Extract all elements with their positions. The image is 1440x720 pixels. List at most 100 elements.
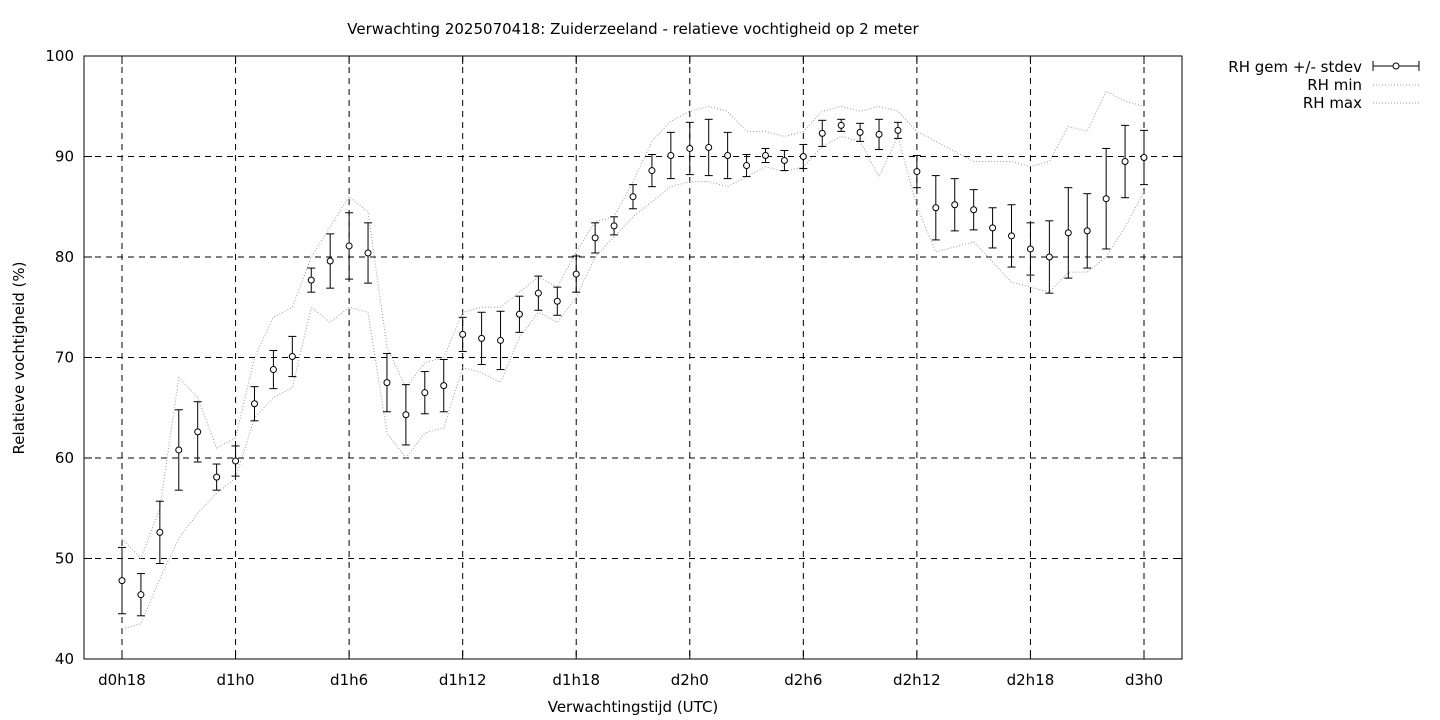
error-bar-point bbox=[515, 295, 524, 333]
mean-marker bbox=[1102, 195, 1110, 203]
error-bar-point bbox=[837, 118, 846, 132]
y-tick-label: 50 bbox=[55, 550, 74, 568]
error-bar-point bbox=[212, 463, 221, 491]
mean-marker bbox=[497, 336, 505, 344]
error-bar-point bbox=[326, 233, 335, 289]
x-tick-label: d2h18 bbox=[1007, 671, 1055, 689]
error-bar-point bbox=[1102, 147, 1111, 250]
x-tick-label: d1h12 bbox=[439, 671, 487, 689]
y-tick-label: 70 bbox=[55, 349, 74, 367]
plot-border bbox=[83, 55, 1183, 660]
error-bar-point bbox=[269, 349, 278, 390]
mean-error-bars bbox=[118, 118, 1148, 617]
error-bar-point bbox=[780, 149, 789, 172]
mean-marker bbox=[591, 234, 599, 242]
mean-marker bbox=[761, 151, 769, 159]
mean-marker bbox=[402, 411, 410, 419]
error-bar-point bbox=[1045, 220, 1054, 294]
mean-marker bbox=[326, 257, 334, 265]
x-tick-label: d1h6 bbox=[330, 671, 368, 689]
error-bar-point bbox=[193, 401, 202, 463]
error-bar-point bbox=[288, 335, 297, 378]
mean-marker bbox=[534, 289, 542, 297]
y-tick-label: 60 bbox=[55, 449, 74, 467]
error-bar-point bbox=[761, 147, 770, 164]
mean-marker bbox=[1008, 232, 1016, 240]
mean-marker bbox=[875, 130, 883, 138]
mean-marker bbox=[137, 591, 145, 599]
error-bar-point bbox=[931, 175, 940, 241]
error-bar-point bbox=[723, 131, 732, 180]
mean-marker bbox=[175, 446, 183, 454]
mean-marker bbox=[1026, 245, 1034, 253]
error-bar-point bbox=[307, 267, 316, 293]
error-bar-point bbox=[629, 184, 637, 210]
mean-marker bbox=[818, 129, 826, 137]
error-bar-point bbox=[1121, 124, 1130, 199]
error-bar-point bbox=[155, 500, 164, 565]
grid-lines bbox=[84, 56, 1182, 659]
error-bar-point bbox=[534, 275, 543, 311]
x-axis-label: Verwachtingstijd (UTC) bbox=[548, 698, 719, 716]
mean-marker bbox=[459, 330, 467, 338]
mean-marker bbox=[213, 473, 221, 481]
error-bar-point bbox=[345, 212, 354, 280]
mean-marker bbox=[383, 379, 391, 387]
mean-marker bbox=[894, 126, 902, 134]
error-bar-point bbox=[647, 153, 656, 188]
legend-label-min: RH min bbox=[1307, 76, 1362, 94]
x-tick-label: d0h18 bbox=[98, 671, 146, 689]
mean-marker bbox=[1083, 227, 1091, 235]
error-bar-point bbox=[969, 189, 978, 231]
error-bar-point bbox=[174, 409, 183, 491]
mean-marker bbox=[913, 168, 921, 176]
y-axis-label: Relatieve vochtigheid (%) bbox=[10, 261, 28, 454]
chart-title: Verwachting 2025070418: Zuiderzeeland - … bbox=[347, 20, 919, 38]
error-bar-point bbox=[420, 371, 429, 415]
mean-marker bbox=[780, 157, 788, 165]
legend-entry-max: RH max bbox=[1303, 94, 1419, 112]
error-bar-point bbox=[572, 255, 581, 293]
mean-marker bbox=[515, 310, 523, 318]
mean-marker bbox=[970, 206, 978, 214]
error-bar-point bbox=[439, 359, 448, 413]
x-tick-label: d3h0 bbox=[1125, 671, 1163, 689]
error-bar-point bbox=[1140, 129, 1148, 186]
error-bar-point bbox=[136, 573, 145, 617]
rh-min-line bbox=[121, 134, 1145, 630]
error-bar-point bbox=[799, 143, 808, 170]
mean-marker bbox=[572, 270, 580, 278]
mean-marker bbox=[610, 222, 618, 230]
mean-marker bbox=[1045, 253, 1053, 261]
error-bar-point bbox=[950, 178, 959, 232]
mean-marker bbox=[288, 352, 296, 360]
error-bar-point bbox=[401, 384, 410, 446]
mean-marker bbox=[156, 528, 164, 536]
error-bar-point bbox=[818, 119, 827, 147]
y-tick-label: 100 bbox=[45, 47, 74, 65]
legend-swatch-mean-marker bbox=[1392, 62, 1400, 70]
error-bar-point bbox=[364, 222, 373, 284]
mean-marker bbox=[269, 366, 277, 374]
min-max-lines bbox=[121, 90, 1145, 630]
legend-entry-min: RH min bbox=[1307, 76, 1419, 94]
error-bar-point bbox=[382, 352, 391, 413]
error-bar-point bbox=[742, 153, 751, 178]
mean-marker bbox=[837, 121, 845, 129]
mean-marker bbox=[232, 457, 240, 465]
x-tick-label: d1h0 bbox=[216, 671, 254, 689]
error-bar-point bbox=[458, 316, 467, 352]
mean-marker bbox=[250, 400, 258, 408]
y-tick-label: 90 bbox=[55, 148, 74, 166]
error-bar-point bbox=[875, 118, 884, 150]
mean-marker bbox=[989, 224, 997, 232]
error-bar-point bbox=[250, 386, 259, 422]
mean-marker bbox=[1140, 154, 1148, 162]
error-bar-point bbox=[553, 286, 562, 316]
error-bar-point bbox=[496, 310, 505, 371]
mean-marker bbox=[118, 577, 126, 585]
mean-marker bbox=[686, 144, 694, 152]
error-bar-point bbox=[477, 311, 486, 366]
mean-marker bbox=[194, 428, 202, 436]
axis-ticks: 40 50 60 70 80 90 100 d0h18 d1h0 d1h6 d1h12 d1h18 d2… bbox=[45, 47, 1182, 689]
